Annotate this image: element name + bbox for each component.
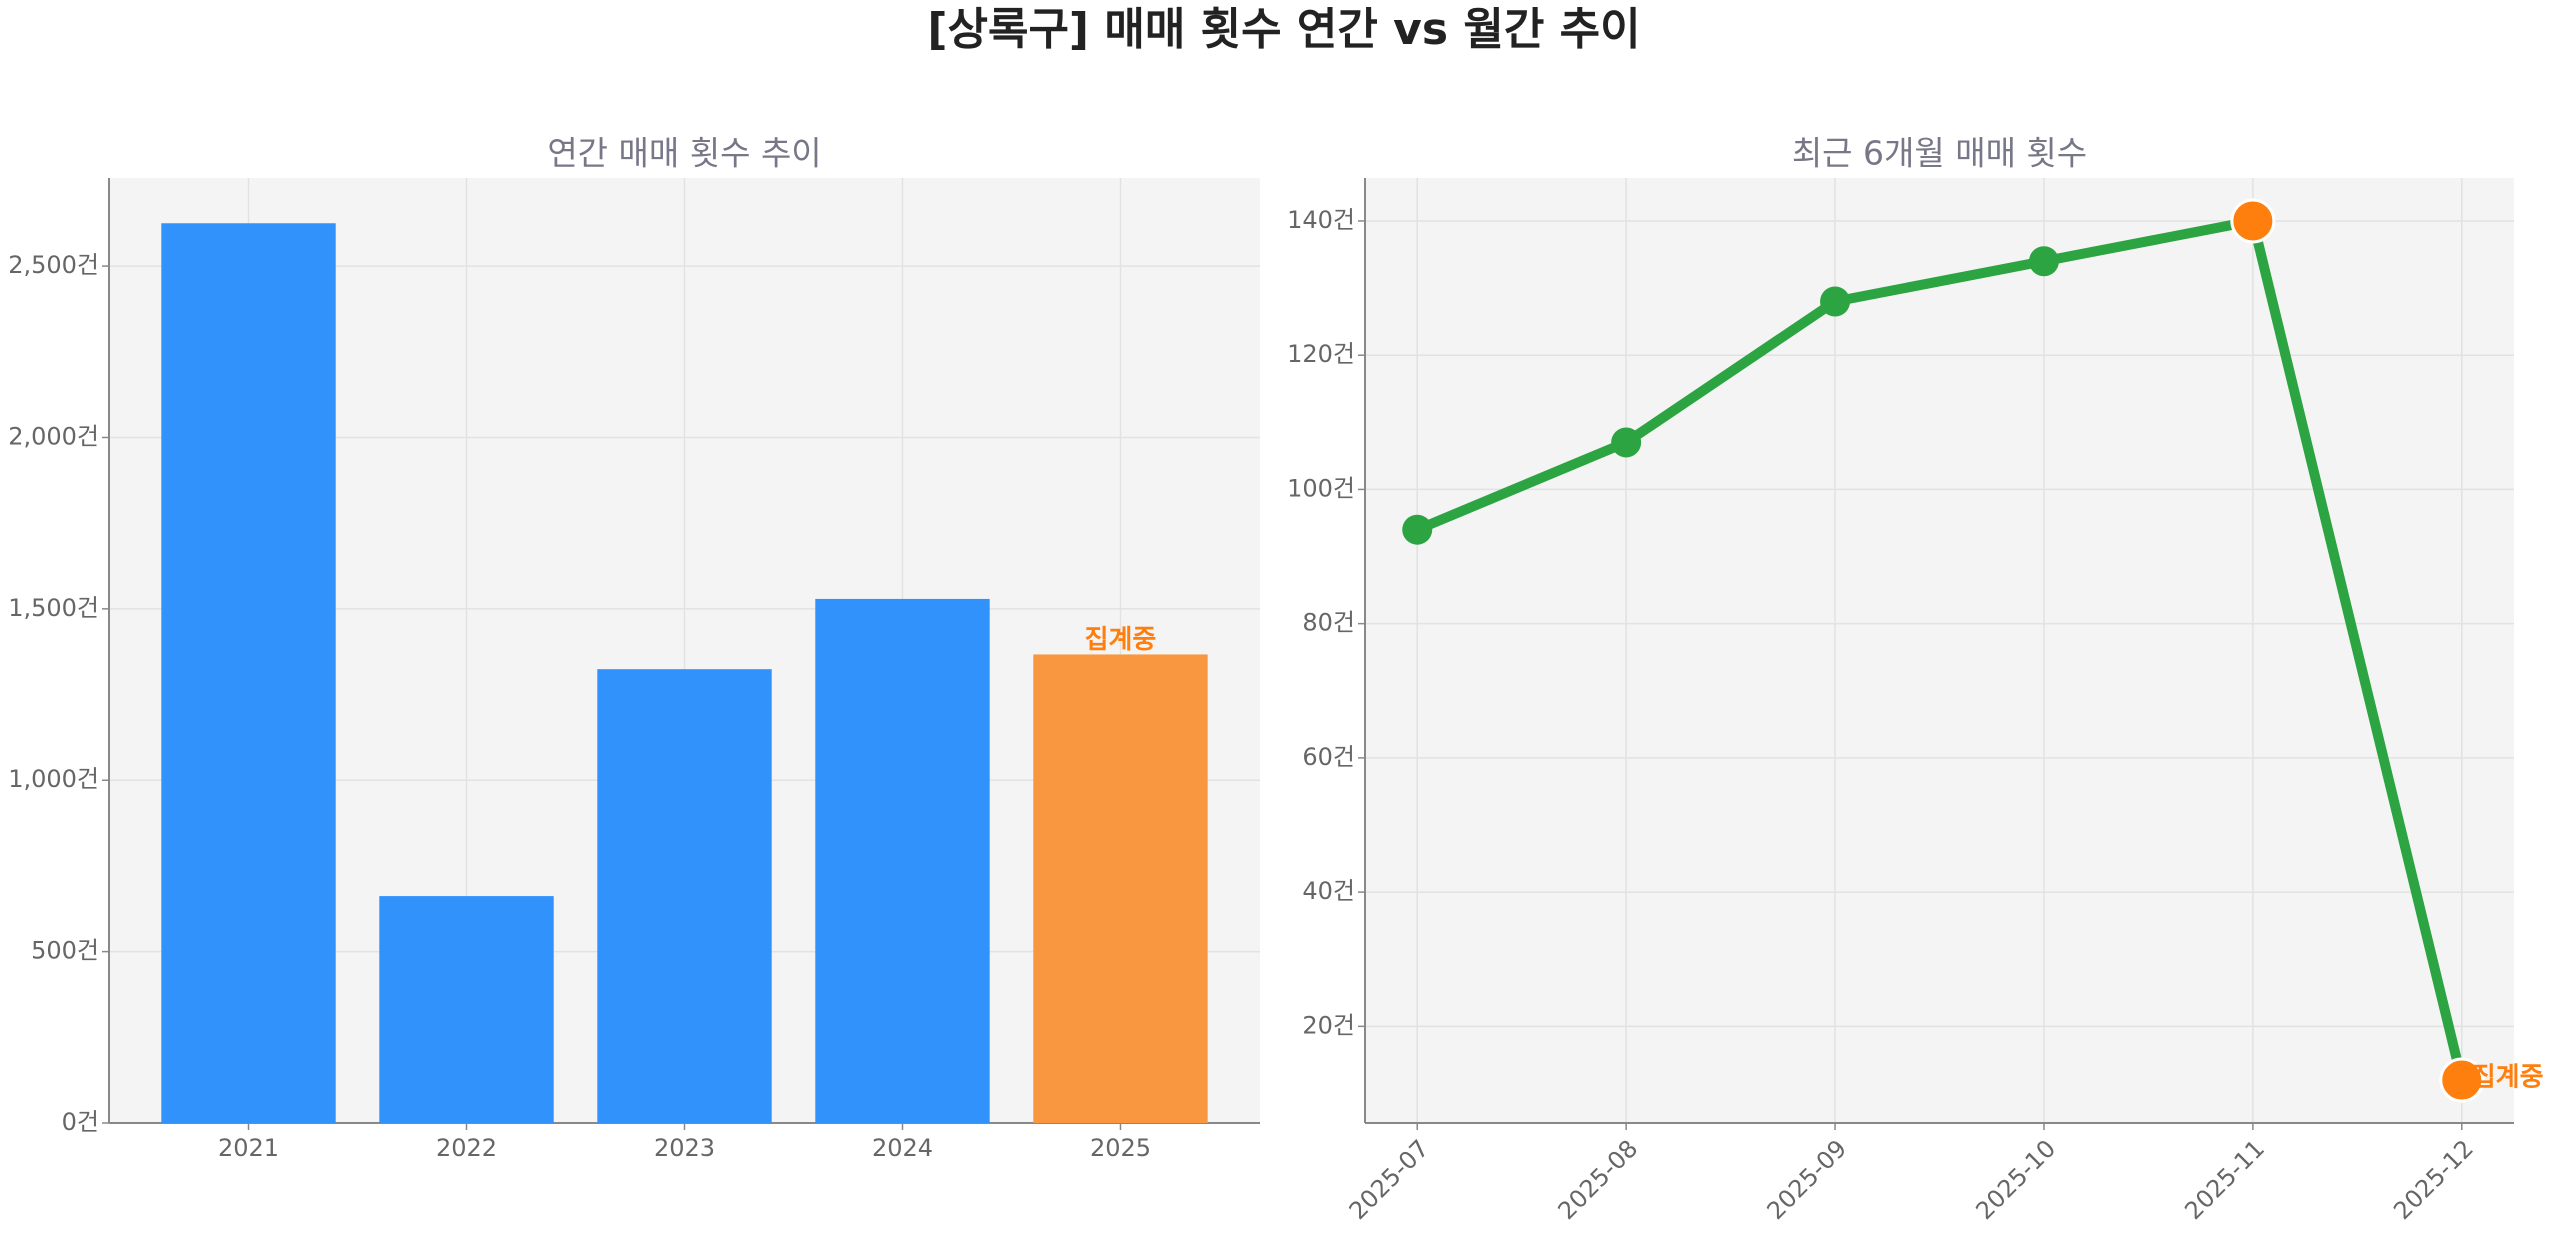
y-tick-label: 40건	[1302, 877, 1355, 905]
y-tick-label: 0건	[62, 1108, 99, 1136]
x-tick-label: 2025-11	[2179, 1134, 2270, 1225]
x-tick-label: 2023	[654, 1134, 715, 1162]
marker	[2230, 198, 2276, 244]
y-tick-label: 140건	[1287, 206, 1355, 234]
x-tick-label: 2021	[218, 1134, 279, 1162]
marker	[1820, 286, 1851, 317]
marker	[1611, 427, 1642, 458]
y-tick-label: 1,500건	[8, 594, 99, 622]
x-tick-label: 2025-12	[2388, 1134, 2479, 1225]
bar	[161, 223, 336, 1124]
y-tick-label: 120건	[1287, 340, 1355, 368]
bar	[379, 896, 554, 1123]
line	[1415, 215, 2467, 1082]
chart-title: 연간 매매 횟수 추이	[547, 134, 821, 173]
y-tick-label: 20건	[1302, 1011, 1355, 1039]
x-tick-label: 2025-07	[1344, 1134, 1435, 1225]
bar	[1033, 654, 1208, 1123]
annotation: 집계중	[1085, 625, 1157, 655]
y-tick-label: 100건	[1287, 474, 1355, 502]
x-tick-label: 2024	[872, 1134, 933, 1162]
x-tick-label: 2025	[1090, 1134, 1151, 1162]
y-tick-label: 2,000건	[8, 422, 99, 450]
chart-title: 최근 6개월 매매 횟수	[1792, 134, 2087, 173]
bar	[597, 669, 772, 1123]
marker	[2028, 246, 2059, 277]
y-tick-label: 60건	[1302, 743, 1355, 771]
y-tick-label: 500건	[31, 937, 99, 965]
marker	[1402, 514, 1433, 545]
y-tick-label: 1,000건	[8, 765, 99, 793]
plot-area	[1365, 178, 2514, 1123]
bar	[815, 598, 990, 1123]
x-tick-label: 2025-09	[1762, 1134, 1853, 1225]
marker	[2439, 1057, 2485, 1103]
annotation: 집계중	[2472, 1063, 2544, 1093]
x-tick-label: 2025-10	[1970, 1134, 2061, 1225]
x-tick-label: 2025-08	[1553, 1134, 1644, 1225]
figure-title: [상록구] 매매 횟수 연간 vs 월간 추이	[927, 4, 1640, 55]
x-tick-label: 2022	[436, 1134, 497, 1162]
y-tick-label: 80건	[1302, 609, 1355, 637]
y-tick-label: 2,500건	[8, 251, 99, 279]
